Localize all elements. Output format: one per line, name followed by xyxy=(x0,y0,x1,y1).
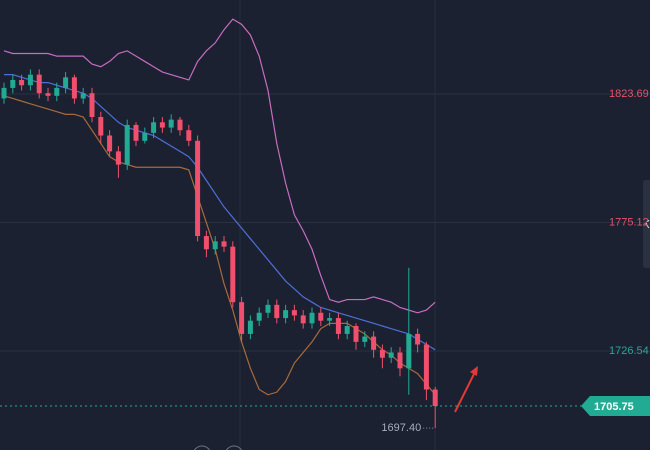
candle-body xyxy=(124,124,130,165)
candle-body xyxy=(406,333,412,369)
control[interactable] xyxy=(225,445,243,450)
candle-body xyxy=(318,312,324,321)
candle-body xyxy=(423,344,429,390)
candle-body xyxy=(63,77,69,88)
candle-body xyxy=(80,93,86,99)
candle-body xyxy=(212,241,218,250)
candle-body xyxy=(335,318,341,334)
candle-body xyxy=(195,140,201,237)
candle-body xyxy=(186,130,192,141)
arrow xyxy=(454,369,477,413)
control[interactable] xyxy=(193,445,211,450)
candle-body xyxy=(353,325,359,342)
candle-body xyxy=(115,151,121,165)
candle-body xyxy=(98,116,104,136)
candle-body xyxy=(221,241,227,247)
candle-body xyxy=(379,349,385,358)
candle-body xyxy=(230,246,236,303)
candle-body xyxy=(274,304,280,319)
candle-body xyxy=(54,87,60,96)
candle-body xyxy=(300,315,306,324)
y-tick-label: 1823.69 xyxy=(609,88,649,100)
candle-body xyxy=(45,93,51,96)
candle-body xyxy=(432,389,438,407)
price-tag-label: 1705.75 xyxy=(594,401,634,413)
candle-body xyxy=(71,77,77,99)
candle-body xyxy=(89,93,95,117)
candle-body xyxy=(283,310,289,319)
candle-body xyxy=(388,352,394,358)
candle-body xyxy=(27,74,33,86)
band-line xyxy=(3,18,436,314)
candle-body xyxy=(107,135,113,152)
candle-body xyxy=(265,304,271,313)
candle-body xyxy=(344,325,350,334)
candle-body xyxy=(177,119,183,131)
candle-body xyxy=(142,132,148,141)
candle-body xyxy=(10,79,16,88)
side-handle-icon xyxy=(645,219,650,229)
candle-body xyxy=(151,122,157,133)
y-tick-label: 1775.12 xyxy=(609,216,649,228)
price-tag xyxy=(581,396,650,417)
candle-body xyxy=(133,124,139,141)
candle-body xyxy=(19,79,25,86)
arrow-head xyxy=(470,366,478,376)
candle-body xyxy=(256,312,262,321)
candle-body xyxy=(36,74,42,94)
candle-body xyxy=(327,318,333,321)
low-label: 1697.40 xyxy=(381,422,421,434)
candle-body xyxy=(168,119,174,128)
candle-body xyxy=(159,122,165,128)
candle-body xyxy=(371,336,377,350)
candle-body xyxy=(203,236,209,250)
candle-body xyxy=(239,302,245,334)
candle-body xyxy=(309,312,315,324)
candle-body xyxy=(397,352,403,369)
candle-body xyxy=(247,320,253,334)
candle-body xyxy=(415,333,421,345)
y-tick-label: 1726.54 xyxy=(609,345,649,357)
band-line xyxy=(3,95,436,396)
candle-body xyxy=(1,87,7,99)
candle-body xyxy=(362,336,368,342)
candle-body xyxy=(291,310,297,316)
